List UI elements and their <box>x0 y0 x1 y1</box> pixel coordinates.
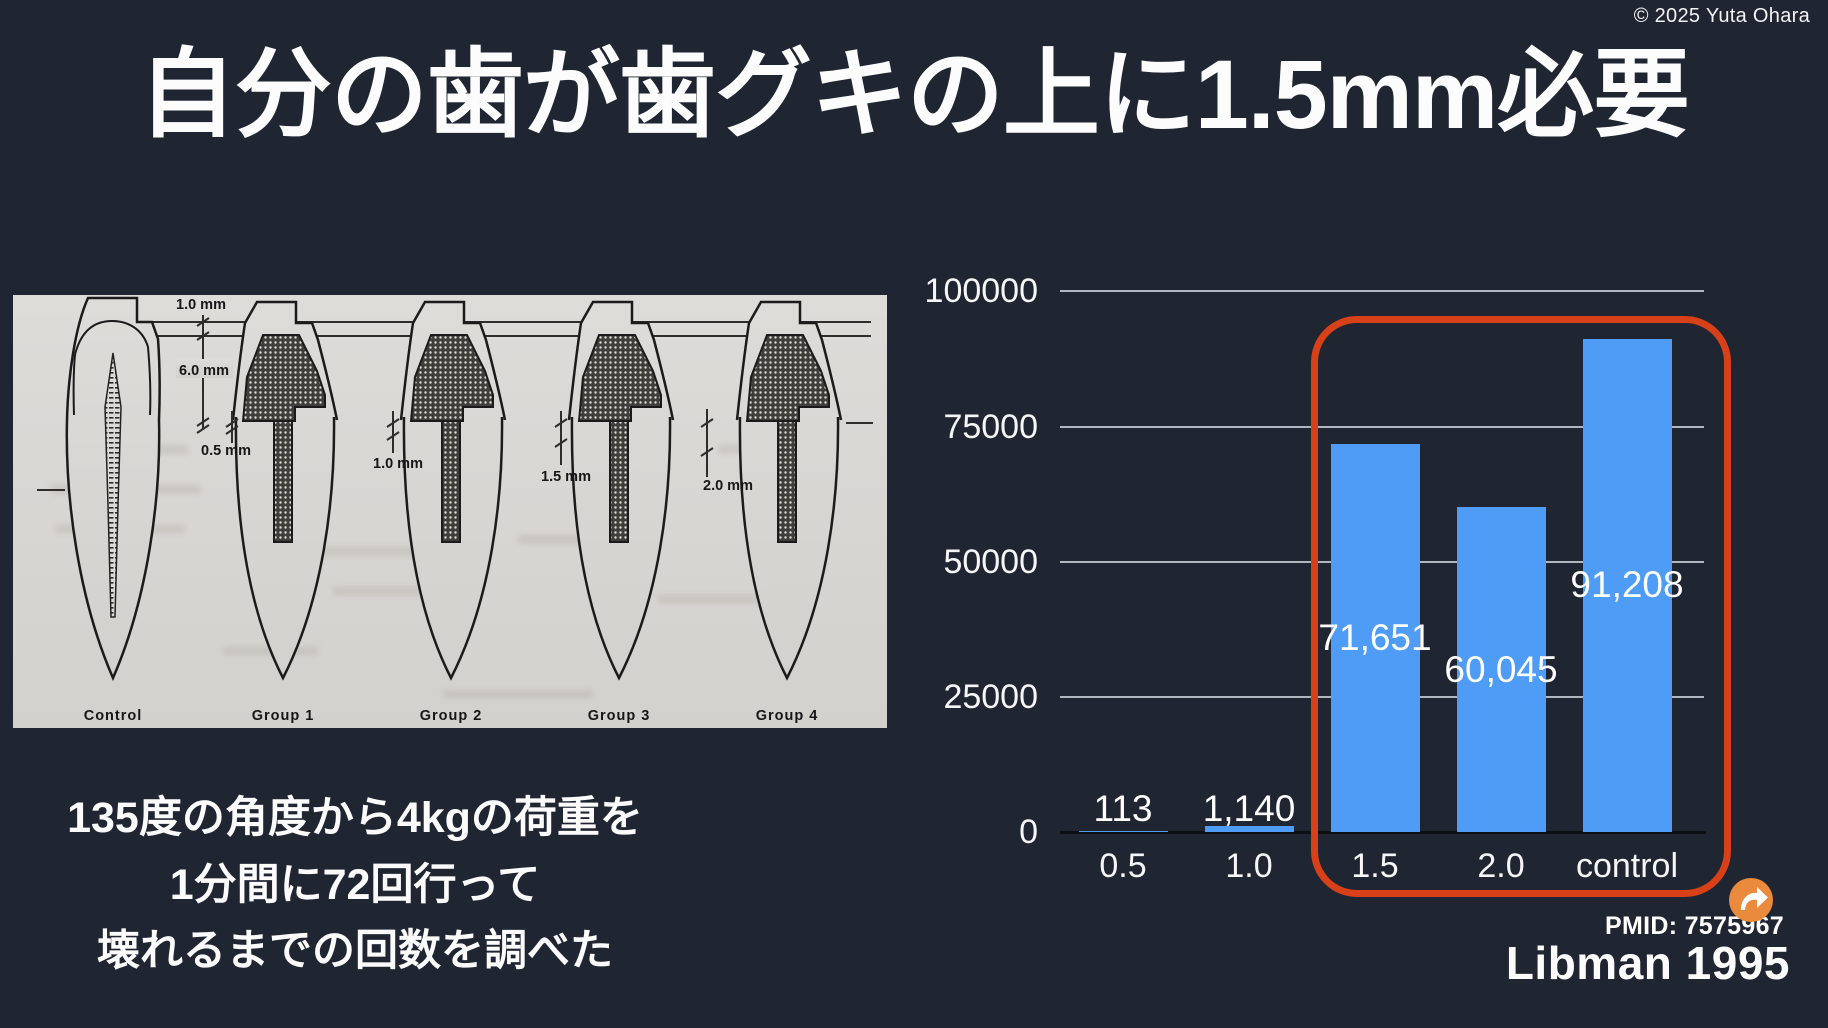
crown-outline <box>399 300 507 421</box>
x-label-0.5: 0.5 <box>1099 847 1147 885</box>
dim-label-group4: 2.0 mm <box>703 478 753 494</box>
group-label-4: Group 4 <box>756 708 819 724</box>
amalgam-core <box>409 334 494 422</box>
description-line-1: 135度の角度から4kgの荷重を <box>67 794 643 842</box>
amalgam-core <box>241 334 326 422</box>
gridline-100000 <box>1060 290 1704 292</box>
copyright-text: © 2025 Yuta Ohara <box>1633 5 1810 27</box>
x-label-control: control <box>1575 847 1679 885</box>
bar-1.5mm <box>1331 444 1420 832</box>
crown-outline <box>567 300 675 421</box>
crown-outline <box>231 300 339 421</box>
dim-label-core-height: 6.0 mm <box>179 363 229 379</box>
root-outline <box>738 416 840 681</box>
y-tick-100000: 100000 <box>924 272 1038 310</box>
post <box>273 420 293 543</box>
group-label-control: Control <box>84 708 143 724</box>
highlight-outline-box <box>1311 316 1731 897</box>
post <box>777 420 797 543</box>
x-axis-line <box>1060 831 1706 834</box>
x-label-1.5: 1.5 <box>1351 847 1399 885</box>
description-line-3: 壊れるまでの回数を調べた <box>97 927 613 975</box>
bar-0.5mm <box>1079 831 1168 832</box>
root-outline <box>402 416 504 681</box>
tooth-control <box>65 296 161 682</box>
bar-2.0mm <box>1457 507 1546 832</box>
group-label-3: Group 3 <box>588 708 651 724</box>
dentin-inner-line <box>72 319 152 416</box>
dim-label-crown-margin: 1.0 mm <box>176 297 226 313</box>
bar-control <box>1583 339 1672 832</box>
y-tick-0: 0 <box>1019 813 1038 851</box>
dim-label-group2: 1.0 mm <box>373 456 423 472</box>
y-tick-75000: 75000 <box>943 408 1038 446</box>
y-tick-50000: 50000 <box>943 543 1038 581</box>
amalgam-core <box>577 334 662 422</box>
value-label-1.0mm: 1,140 <box>1202 788 1296 829</box>
value-label-2.0mm: 60,045 <box>1444 649 1558 690</box>
value-label-0.5mm: 113 <box>1093 788 1153 829</box>
dim-label-group1: 0.5 mm <box>201 443 251 459</box>
value-label-control: 91,208 <box>1570 564 1684 605</box>
gridline-75000 <box>1060 426 1704 428</box>
experiment-description: 135度の角度から4kgの荷重を 1分間に72回行って 壊れるまでの回数を調べた <box>60 785 650 985</box>
description-line-2: 1分間に72回行って <box>169 860 541 909</box>
post <box>441 420 461 543</box>
amalgam-core <box>745 334 830 422</box>
label-backing <box>176 359 233 378</box>
root-outline <box>570 416 672 681</box>
group-label-2: Group 2 <box>420 708 483 724</box>
citation-text: Libman 1995 <box>1505 937 1790 989</box>
tooth-group-4 <box>735 300 843 681</box>
root-canal-hatched <box>104 352 122 618</box>
share-button[interactable] <box>1729 878 1773 922</box>
value-label-1.5mm: 71,651 <box>1318 617 1432 658</box>
crown-outline <box>735 300 843 421</box>
dim-label-group3: 1.5 mm <box>541 469 591 485</box>
tooth-diagram-figure: 1.0 mm 6.0 mm 0.5 mm 1.0 mm 1.5 mm 2.0 m… <box>13 295 887 728</box>
post <box>609 420 629 543</box>
group-label-1: Group 1 <box>252 708 315 724</box>
tooth-group-2 <box>399 300 507 681</box>
x-label-1.0: 1.0 <box>1225 847 1273 885</box>
page-title: 自分の歯が歯グキの上に1.5mm必要 <box>138 40 1690 149</box>
tooth-group-3 <box>567 300 675 681</box>
x-label-2.0: 2.0 <box>1477 847 1525 885</box>
curved-arrow-right-icon <box>1741 887 1768 910</box>
tooth-diagram-svg: 1.0 mm 6.0 mm 0.5 mm 1.0 mm 1.5 mm 2.0 m… <box>13 295 887 728</box>
tooth-group-1 <box>231 300 339 681</box>
root-outline <box>234 416 336 681</box>
y-tick-25000: 25000 <box>943 678 1038 716</box>
bar-1.0mm <box>1205 826 1294 832</box>
